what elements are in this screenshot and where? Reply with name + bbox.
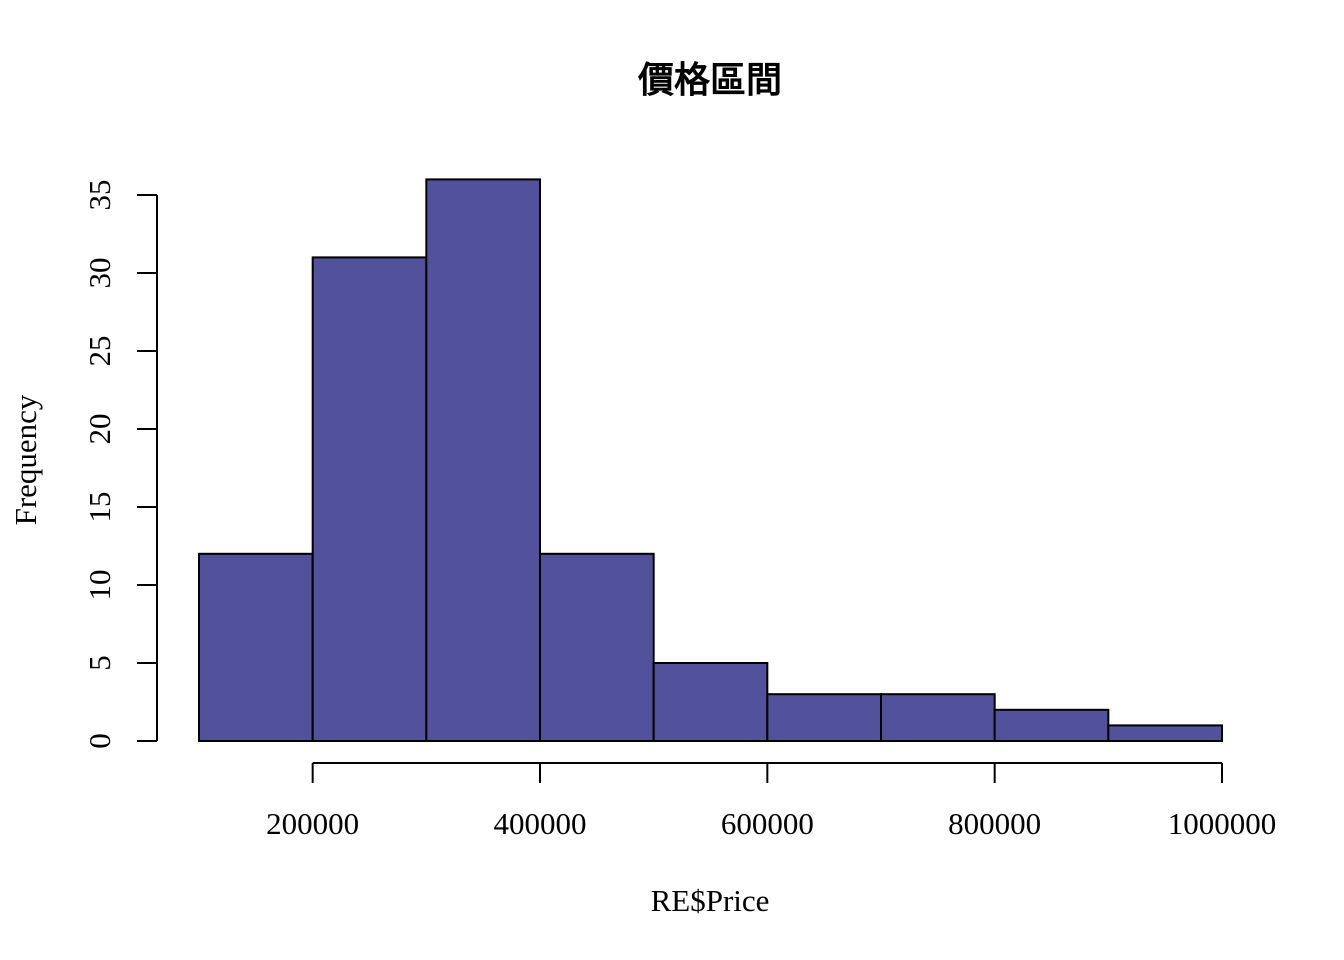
- y-axis-label: Frequency: [8, 394, 43, 525]
- x-tick-label: 200000: [266, 806, 359, 841]
- x-axis: 200000 400000 600000 800000 1000000: [266, 762, 1277, 841]
- x-tick-label: 400000: [494, 806, 587, 841]
- x-tick-label: 800000: [948, 806, 1041, 841]
- histogram-bar: [993, 708, 1110, 742]
- x-tick-label: 1000000: [1168, 806, 1277, 841]
- y-tick-label: 15: [82, 492, 117, 523]
- y-tick-label: 25: [82, 336, 117, 367]
- histogram-bar: [1107, 724, 1224, 743]
- y-tick-label: 5: [82, 655, 117, 671]
- y-axis: 0 5 10 15 20 25 30 35: [82, 180, 158, 749]
- histogram-bar: [425, 178, 542, 742]
- histogram-bar: [766, 693, 882, 743]
- histogram-bar: [880, 693, 996, 743]
- bars-group: [198, 178, 1224, 743]
- histogram-bar: [198, 552, 314, 742]
- y-tick-label: 35: [82, 180, 117, 211]
- y-tick-label: 10: [82, 570, 117, 601]
- y-tick-label: 0: [82, 733, 117, 749]
- histogram-bar: [652, 662, 769, 742]
- x-axis-label: RE$Price: [651, 883, 770, 918]
- histogram-bar: [311, 256, 428, 742]
- histogram-bar: [539, 552, 655, 742]
- chart-title: 價格區間: [637, 59, 782, 101]
- x-tick-label: 600000: [721, 806, 814, 841]
- y-tick-label: 20: [82, 414, 117, 445]
- y-tick-label: 30: [82, 258, 117, 289]
